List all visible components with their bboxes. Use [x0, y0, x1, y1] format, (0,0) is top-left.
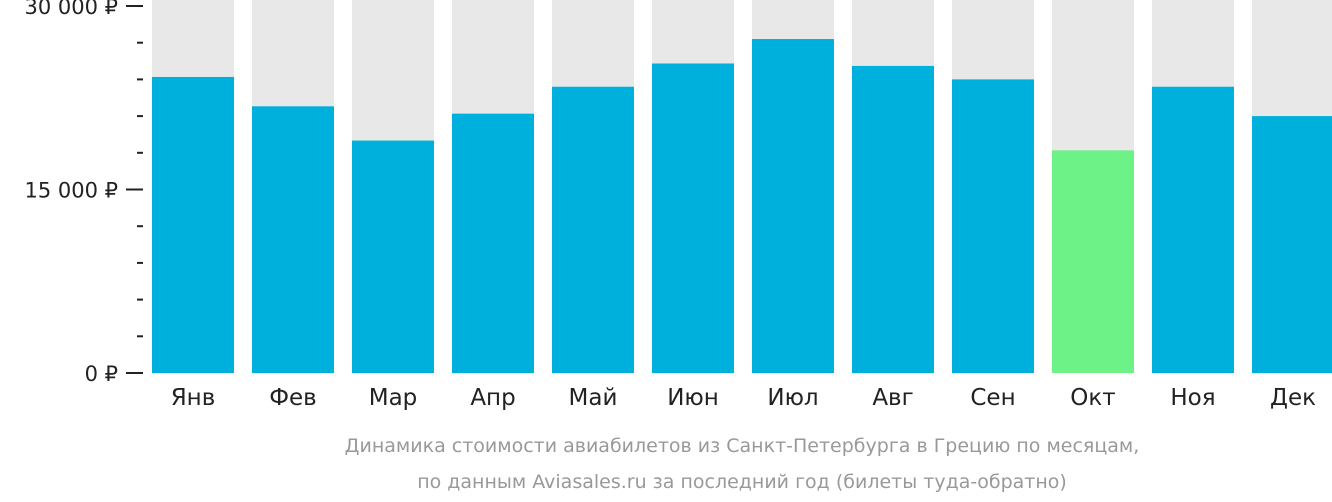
bar-11[interactable] [1252, 116, 1332, 373]
bar-5[interactable] [652, 63, 734, 373]
caption-line-2: по данным Aviasales.ru за последний год … [417, 471, 1067, 493]
x-tick-label-0: Янв [171, 385, 216, 411]
caption-line-1: Динамика стоимости авиабилетов из Санкт-… [345, 435, 1140, 457]
x-tick-label-3: Апр [470, 385, 515, 411]
bars [152, 39, 1332, 374]
x-tick-label-5: Июн [667, 385, 719, 411]
bar-4[interactable] [552, 86, 634, 374]
x-tick-label-8: Сен [970, 385, 1015, 411]
bar-6[interactable] [752, 39, 834, 373]
bar-8[interactable] [952, 79, 1034, 374]
y-axis: 0 ₽ 15 000 ₽ 30 000 ₽ [24, 0, 143, 386]
x-axis-labels: Янв Фев Мар Апр Май Июн Июл Авг Сен Окт Ноя Дек [171, 385, 1316, 411]
x-tick-label-6: Июл [767, 385, 818, 411]
bar-10[interactable] [1152, 86, 1234, 374]
bar-1[interactable] [252, 106, 334, 374]
x-tick-label-1: Фев [269, 385, 317, 411]
bar-9[interactable] [1052, 150, 1134, 373]
y-tick-label-2: 30 000 ₽ [24, 0, 118, 19]
x-tick-label-4: Май [569, 385, 618, 411]
bar-0[interactable] [152, 76, 234, 373]
y-tick-label-1: 15 000 ₽ [24, 179, 118, 203]
bar-2[interactable] [352, 140, 434, 373]
x-tick-label-10: Ноя [1170, 385, 1215, 411]
x-tick-label-11: Дек [1270, 385, 1316, 411]
bar-3[interactable] [452, 113, 534, 374]
y-tick-label-0: 0 ₽ [85, 362, 118, 386]
x-tick-label-2: Мар [369, 385, 418, 411]
x-tick-label-9: Окт [1070, 385, 1115, 411]
x-tick-label-7: Авг [872, 385, 913, 411]
bar-7[interactable] [852, 65, 934, 374]
